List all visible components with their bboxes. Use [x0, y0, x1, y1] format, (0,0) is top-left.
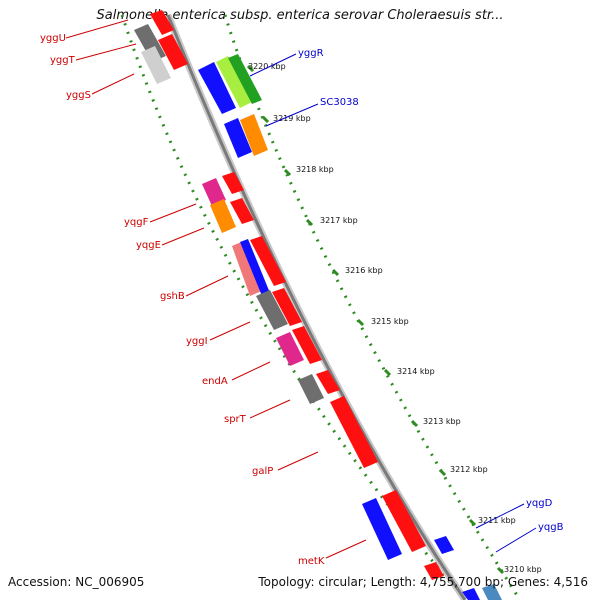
gene-label-yggs[interactable]: yggS [66, 90, 91, 101]
gene-label-yqge[interactable]: yqgE [136, 240, 161, 251]
gene-block-blue-metk[interactable] [362, 498, 402, 560]
right-features [216, 54, 502, 600]
gene-block-red-gshb[interactable] [250, 236, 286, 286]
tick-label: 3212 kbp [450, 465, 488, 474]
gene-label-metk[interactable]: metK [298, 556, 325, 567]
gene-block-pink-yqgf[interactable] [202, 178, 226, 206]
gene-block-orange-yqge[interactable] [210, 199, 236, 233]
gene-block-red-sprt[interactable] [316, 370, 340, 394]
leader-line [277, 451, 319, 471]
accession-text: Accession: NC_006905 [8, 575, 145, 589]
backbone-shadow [164, 13, 468, 600]
gene-block-steelblue-yqgb-2[interactable] [482, 584, 502, 600]
leader-line [265, 103, 319, 127]
gene-block-blue-gshb[interactable] [240, 239, 270, 296]
leader-line [75, 43, 137, 61]
gene-block-red-metk[interactable] [382, 490, 426, 552]
left-gene-labels: yggU yggT yggS yqgF yqgE gshB yggI endA … [40, 19, 367, 567]
tick-label: 3217 kbp [320, 216, 358, 225]
gene-block-silver-yggs[interactable] [141, 46, 171, 84]
gene-block-blue-2[interactable] [224, 118, 252, 158]
right-gene-labels: yggR SC3038 yqgD yqgB [249, 48, 564, 553]
leader-line [209, 321, 251, 341]
map-title: Salmonella enterica subsp. enterica sero… [96, 8, 504, 23]
gene-label-yqgb[interactable]: yqgB [538, 522, 564, 533]
gene-block-red-bottom[interactable] [424, 562, 444, 580]
gene-block-pink-enda[interactable] [276, 332, 304, 366]
leader-line [149, 203, 197, 223]
gene-block-red-yqgf[interactable] [222, 172, 244, 194]
tick-label: 3215 kbp [371, 317, 409, 326]
leader-line [161, 227, 205, 246]
gene-block-lime-yggr[interactable] [216, 56, 252, 108]
gene-block-red-galp[interactable] [330, 396, 378, 468]
leader-line [249, 399, 291, 419]
tick-label: 3214 kbp [397, 367, 435, 376]
tick-label: 3210 kbp [504, 565, 542, 574]
leader-line [65, 19, 129, 39]
tick-label: 3213 kbp [423, 417, 461, 426]
gene-block-red-top1[interactable] [150, 10, 174, 35]
gene-label-sc3038[interactable]: SC3038 [320, 97, 359, 108]
leader-line [249, 53, 297, 77]
tick-label: 3211 kbp [478, 516, 516, 525]
left-features [134, 10, 402, 560]
gene-block-red-yqge[interactable] [230, 198, 254, 224]
tick-label: 3216 kbp [345, 266, 383, 275]
scale-tick-marks [246, 64, 505, 575]
gene-label-yqgf[interactable]: yqgF [124, 217, 149, 228]
gene-label-yggi[interactable]: yggI [186, 336, 208, 347]
topology-text: Topology: circular; Length: 4,755,700 bp… [258, 575, 588, 589]
leader-line [231, 361, 271, 381]
tick-label: 3218 kbp [296, 165, 334, 174]
gene-block-red-top2[interactable] [158, 34, 188, 70]
scale-tick-labels: 3220 kbp 3219 kbp 3218 kbp 3217 kbp 3216… [248, 62, 542, 574]
gene-block-blue-yqgd[interactable] [434, 536, 454, 554]
tick-label: 3220 kbp [248, 62, 286, 71]
inner-dotted-guide [120, 14, 467, 600]
leader-line [475, 503, 525, 529]
gene-block-grey-yggi[interactable] [256, 290, 288, 330]
gene-label-yggt[interactable]: yggT [50, 55, 76, 66]
gene-label-gshb[interactable]: gshB [160, 291, 185, 302]
gene-block-grey-sprt[interactable] [298, 374, 324, 404]
tick-label: 3219 kbp [273, 114, 311, 123]
gene-label-yggr[interactable]: yggR [298, 48, 324, 59]
gene-label-yqgd[interactable]: yqgD [526, 498, 553, 509]
gene-label-sprt[interactable]: sprT [224, 414, 247, 425]
gene-label-yggu[interactable]: yggU [40, 33, 66, 44]
gene-label-galp[interactable]: galP [252, 466, 273, 477]
gene-label-enda[interactable]: endA [202, 376, 228, 387]
gene-block-blue-yqgb-1[interactable] [462, 588, 480, 600]
leader-line [91, 73, 135, 95]
gene-block-red-yggi[interactable] [272, 288, 302, 326]
gene-block-green-yggr[interactable] [228, 54, 262, 104]
genome-backbone [166, 14, 467, 600]
leader-line [185, 275, 229, 297]
gene-block-red-enda[interactable] [292, 326, 322, 364]
gene-block-orange-sc3038[interactable] [240, 114, 268, 156]
leader-line [325, 539, 367, 559]
leader-line [495, 527, 537, 553]
gene-block-salmon-gshb[interactable] [232, 240, 264, 296]
gene-block-blue-1[interactable] [198, 62, 236, 114]
